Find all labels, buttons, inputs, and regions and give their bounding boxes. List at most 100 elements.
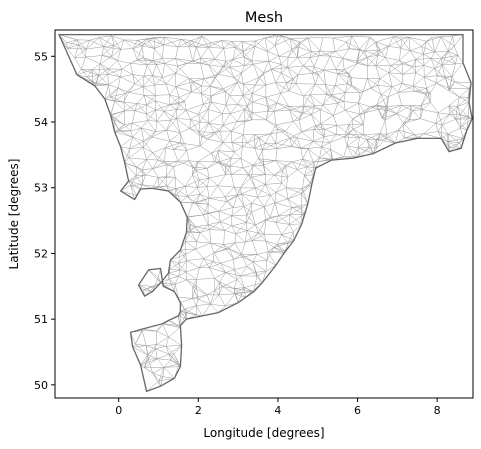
mesh-edge xyxy=(151,136,170,142)
mesh-edge xyxy=(345,85,352,93)
mesh-edge xyxy=(142,75,153,88)
mesh-edge xyxy=(435,123,443,126)
mesh-edge xyxy=(197,152,212,163)
mesh-edge xyxy=(142,45,155,49)
mesh-edge xyxy=(281,170,283,184)
mesh-edge xyxy=(270,124,277,135)
mesh-edge xyxy=(457,55,464,64)
mesh-edge xyxy=(247,142,255,149)
mesh-edge xyxy=(114,130,131,133)
mesh-edge xyxy=(78,44,86,58)
mesh-edge xyxy=(280,90,289,94)
mesh-edge xyxy=(231,130,244,135)
mesh-edge xyxy=(154,83,167,86)
mesh-edge xyxy=(207,132,215,140)
mesh-edge xyxy=(337,103,346,111)
mesh-edge xyxy=(94,84,109,87)
mesh-edge xyxy=(225,272,238,280)
mesh-edge xyxy=(292,158,303,163)
mesh-edge xyxy=(314,105,321,110)
mesh-edge xyxy=(208,203,219,212)
mesh-edge xyxy=(247,101,253,107)
mesh-edge xyxy=(335,73,338,86)
mesh-edge xyxy=(242,142,248,147)
mesh-edge xyxy=(252,101,270,107)
mesh-edge xyxy=(321,146,333,160)
mesh-edge xyxy=(85,49,87,58)
mesh-edge xyxy=(168,320,181,326)
mesh-edge xyxy=(152,372,161,387)
mesh-edge xyxy=(135,174,146,176)
mesh-edge xyxy=(164,147,166,162)
mesh-edge xyxy=(229,66,235,78)
mesh-edge xyxy=(135,175,143,185)
mesh-edge xyxy=(110,87,119,97)
mesh-edge xyxy=(180,249,187,255)
mesh-edge xyxy=(199,186,208,195)
mesh-edge xyxy=(364,109,379,114)
mesh-edge xyxy=(174,276,179,285)
mesh-edge xyxy=(246,211,252,216)
mesh-edge xyxy=(164,37,178,48)
mesh-edge xyxy=(447,141,462,149)
mesh-edge xyxy=(225,82,238,92)
mesh-edge xyxy=(368,147,374,154)
mesh-edge xyxy=(447,134,450,148)
mesh-edge xyxy=(94,75,99,86)
mesh-edge xyxy=(296,131,302,138)
mesh-edge xyxy=(184,179,200,187)
mesh-edge xyxy=(219,125,224,132)
mesh-edge xyxy=(241,254,253,262)
mesh-edge xyxy=(226,193,242,202)
mesh-edge xyxy=(399,60,403,64)
mesh-edge xyxy=(430,58,443,66)
mesh-edge xyxy=(375,65,389,73)
mesh-edge xyxy=(170,253,186,261)
mesh-edge xyxy=(175,78,190,88)
mesh-edge xyxy=(352,128,360,138)
mesh-edge xyxy=(285,131,291,139)
mesh-edge xyxy=(263,160,276,162)
mesh-edge xyxy=(324,129,337,135)
mesh-edge xyxy=(270,69,276,83)
mesh-edge xyxy=(114,124,125,133)
mesh-edge xyxy=(128,175,137,182)
mesh-edge xyxy=(168,278,176,285)
mesh-edge xyxy=(366,139,370,148)
x-tick-label: 4 xyxy=(274,404,281,417)
mesh-edge xyxy=(437,124,443,132)
mesh-edge xyxy=(345,110,360,115)
mesh-edge xyxy=(274,170,283,176)
mesh-edge xyxy=(265,240,269,252)
mesh-edge xyxy=(208,224,225,231)
mesh-edge xyxy=(359,112,365,115)
mesh-edge xyxy=(352,128,364,135)
mesh-edge xyxy=(217,61,227,75)
mesh-edge xyxy=(174,177,177,189)
mesh-edge xyxy=(197,186,208,188)
mesh-edge xyxy=(132,45,143,49)
mesh-edge xyxy=(143,131,156,142)
mesh-edge xyxy=(234,77,238,83)
mesh-edge xyxy=(266,119,277,126)
mesh-edge xyxy=(299,37,309,43)
mesh-edge xyxy=(175,63,187,74)
mesh-edge xyxy=(235,47,245,57)
mesh-edge xyxy=(320,109,334,116)
mesh-edge xyxy=(330,149,344,158)
mesh-edge xyxy=(265,219,276,223)
mesh-edge xyxy=(242,134,244,147)
mesh-edge xyxy=(288,106,290,111)
mesh-edge xyxy=(111,56,118,61)
mesh-edge xyxy=(210,85,226,92)
mesh-edge xyxy=(309,51,312,58)
mesh-edge xyxy=(81,69,88,78)
mesh-edge xyxy=(128,157,147,160)
mesh-edge xyxy=(277,128,291,139)
mesh-edge xyxy=(170,120,181,133)
mesh-edge xyxy=(258,158,264,162)
mesh-edge xyxy=(460,114,473,119)
mesh-edge xyxy=(241,187,256,195)
mesh-edge xyxy=(234,77,244,85)
mesh-edge xyxy=(299,41,312,52)
